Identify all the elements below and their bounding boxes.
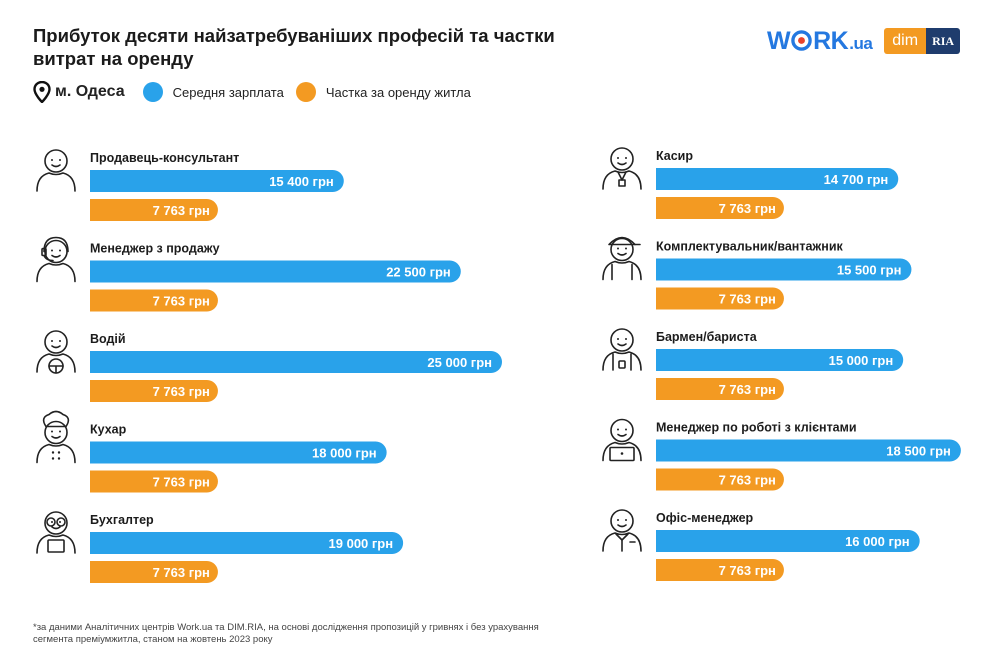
legend-salary-label: Середня зарплата	[172, 84, 284, 100]
profession-name: Менеджер з продажу	[90, 242, 220, 256]
profession-name: Комплектувальник/вантажник	[656, 240, 844, 254]
work-ua-logo: W RK .ua	[767, 26, 873, 56]
salary-bar	[656, 439, 961, 462]
barista-icon	[602, 328, 642, 371]
work-logo-text: W RK	[767, 26, 849, 55]
salary-bar	[656, 168, 899, 190]
salary-bar	[90, 532, 404, 554]
salary-value-label: 16 000 грн	[845, 534, 910, 549]
dim-ria-logo: dim RIA	[884, 28, 961, 54]
profession-name: Офіс-менеджер	[656, 511, 754, 525]
salary-value-label: 19 000 грн	[329, 536, 394, 551]
profession-row: Продавець-консультант 15 400 грн 7 763 грн	[36, 149, 344, 221]
rent-value-label: 7 763 грн	[719, 563, 776, 578]
accountant-icon	[36, 511, 76, 554]
rent-value-label: 7 763 грн	[153, 294, 210, 309]
laptop-person-icon	[602, 418, 642, 462]
profession-row: Водій 25 000 грн 7 763 грн	[36, 330, 502, 402]
salary-bar	[656, 349, 904, 371]
rent-value-label: 7 763 грн	[153, 475, 210, 490]
profession-name: Касир	[656, 149, 693, 163]
profession-row: Бухгалтер 19 000 грн 7 763 грн	[36, 511, 404, 583]
profession-row: Кухар 18 000 грн 7 763 грн	[36, 410, 387, 493]
rent-bar	[656, 378, 784, 400]
headset-person-icon	[36, 236, 76, 283]
rent-bar	[656, 287, 784, 310]
profession-name: Кухар	[90, 423, 127, 437]
salary-bar	[90, 170, 344, 192]
legend-salary-swatch	[142, 82, 163, 102]
chart-title: Прибуток десяти найзатребуваніших профес…	[33, 25, 555, 69]
rent-value-label: 7 763 грн	[719, 292, 776, 307]
footnote: *за даними Аналітичних центрів Work.ua т…	[33, 622, 539, 645]
office-person-icon	[602, 509, 642, 552]
rent-bar	[90, 380, 218, 402]
salary-bar	[90, 260, 461, 283]
profession-row: Комплектувальник/вантажник 15 500 грн 7 76…	[602, 236, 912, 310]
legend: м. Одеса Середня зарплата Частка за орен…	[33, 80, 483, 104]
location-pin-icon	[33, 81, 51, 103]
rent-value-label: 7 763 грн	[153, 565, 210, 580]
salary-value-label: 22 500 грн	[386, 265, 451, 280]
salary-value-label: 15 500 грн	[837, 263, 902, 278]
rent-value-label: 7 763 грн	[719, 382, 776, 397]
profession-name: Бухгалтер	[90, 513, 154, 527]
work-logo-suffix: .ua	[849, 33, 873, 53]
rent-bar	[656, 559, 784, 581]
cashier-icon	[602, 147, 642, 190]
loader-icon	[602, 236, 642, 281]
profession-name: Продавець-консультант	[90, 151, 239, 165]
rent-bar	[90, 561, 218, 583]
work-logo-o-icon	[791, 29, 812, 51]
salary-bar	[656, 530, 920, 552]
chef-icon	[36, 410, 76, 464]
rent-bar	[90, 289, 218, 312]
ria-logo-text: RIA	[926, 28, 961, 54]
profession-row: Касир 14 700 грн 7 763 грн	[602, 147, 899, 219]
profession-row: Офіс-менеджер 16 000 грн 7 763 грн	[602, 509, 920, 581]
salary-value-label: 15 000 грн	[829, 353, 894, 368]
salary-value-label: 15 400 грн	[269, 174, 334, 189]
profession-name: Водій	[90, 332, 126, 346]
rent-value-label: 7 763 грн	[153, 384, 210, 399]
profession-row: Бармен/бариста 15 000 грн 7 763 грн	[602, 328, 904, 400]
legend-rent-label: Частка за оренду житла	[325, 84, 471, 100]
salary-value-label: 18 000 грн	[312, 446, 377, 461]
rent-bar	[90, 470, 218, 493]
salary-bar	[90, 351, 502, 373]
profession-name: Менеджер по роботі з клієнтами	[656, 421, 857, 435]
rent-bar	[90, 199, 218, 221]
city-label: м. Одеса	[55, 83, 125, 100]
logos: W RK .ua dim RIA	[767, 26, 961, 56]
salary-value-label: 18 500 грн	[886, 444, 951, 459]
salary-bar	[90, 441, 387, 464]
rent-value-label: 7 763 грн	[153, 203, 210, 218]
profession-row: Менеджер з продажу 22 500 грн 7 763 грн	[36, 236, 461, 312]
legend-rent-swatch	[295, 82, 316, 102]
profession-row: Менеджер по роботі з клієнтами 18 500 грн…	[602, 418, 961, 491]
salary-bar	[656, 258, 912, 281]
salary-value-label: 25 000 грн	[427, 355, 492, 370]
person-icon	[36, 149, 76, 192]
profession-name: Бармен/бариста	[656, 330, 758, 344]
dim-logo-text: dim	[884, 28, 927, 54]
rent-bar	[656, 468, 784, 491]
rent-value-label: 7 763 грн	[719, 201, 776, 216]
rent-bar	[656, 197, 784, 219]
salary-value-label: 14 700 грн	[824, 172, 889, 187]
rent-value-label: 7 763 грн	[719, 473, 776, 488]
driver-icon	[36, 330, 76, 374]
